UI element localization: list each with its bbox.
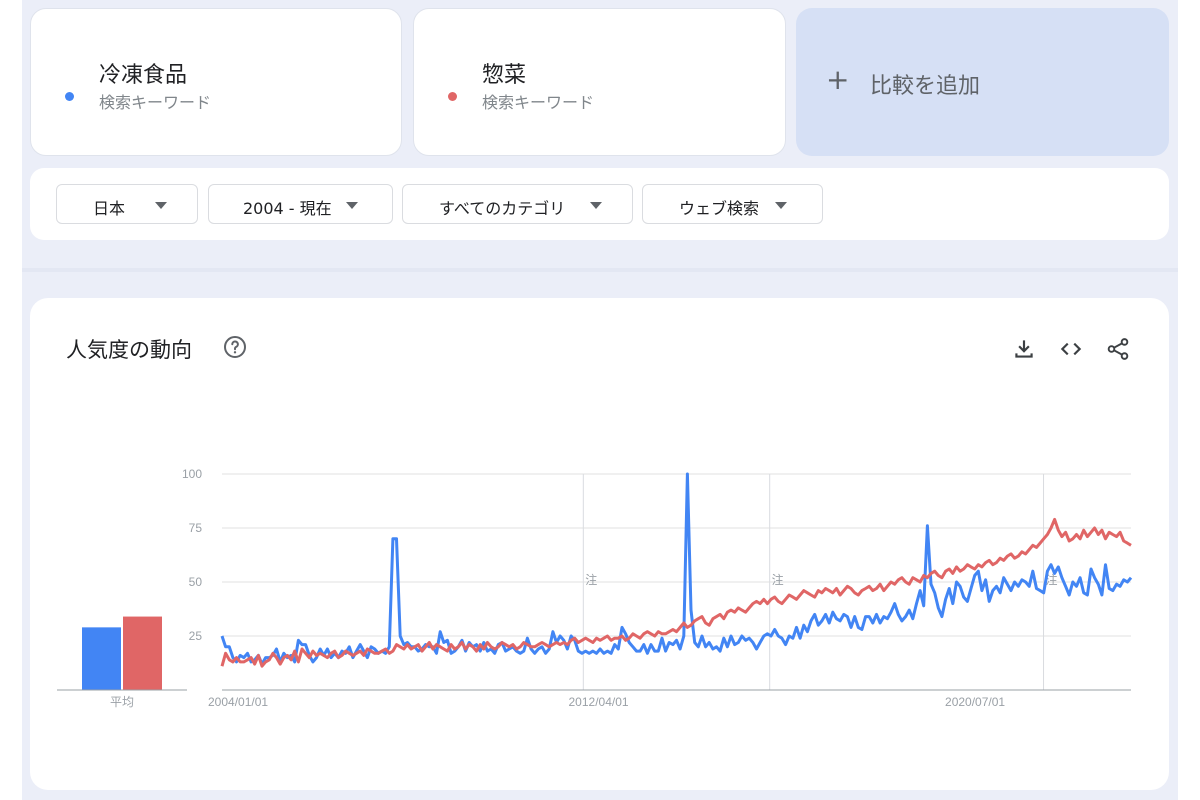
series-line-2 — [220, 517, 1132, 668]
add-compare-label: 比較を追加 — [870, 74, 981, 99]
add-compare-button[interactable]: + 比較を追加 — [796, 8, 1169, 156]
interest-over-time-panel: 人気度の動向 100 75 50 25 注 注 注 2004/01/01 2012/04/01 2… — [30, 298, 1169, 790]
category-value: すべてのカテゴリ — [439, 199, 566, 218]
x-tick-label: 2020/07/01 — [945, 695, 1005, 709]
x-tick-label: 2012/04/01 — [569, 695, 629, 709]
annotation-marker: 注 — [1046, 572, 1058, 587]
download-icon[interactable] — [1011, 336, 1037, 362]
series-color-dot-1 — [65, 92, 74, 101]
section-divider — [22, 268, 1178, 272]
average-bar-1 — [82, 627, 121, 690]
annotation-marker: 注 — [585, 572, 597, 587]
filter-bar: 日本 2004 - 現在 すべてのカテゴリ ウェブ検索 — [30, 168, 1169, 240]
period-value: 2004 - 現在 — [243, 199, 332, 218]
chevron-down-icon — [346, 202, 358, 209]
y-tick-label: 25 — [189, 629, 203, 643]
region-dropdown[interactable]: 日本 — [56, 184, 198, 224]
chevron-down-icon — [590, 202, 602, 209]
share-icon[interactable] — [1105, 336, 1131, 362]
term-type-1: 検索キーワード — [99, 93, 212, 112]
plus-icon: + — [826, 63, 850, 96]
y-tick-label: 50 — [189, 575, 203, 589]
term-type-2: 検索キーワード — [482, 93, 595, 112]
term-card-1[interactable]: 冷凍食品 検索キーワード — [30, 8, 402, 156]
x-tick-label: 2004/01/01 — [208, 695, 268, 709]
panel-title: 人気度の動向 — [66, 338, 192, 362]
embed-code-icon[interactable] — [1058, 336, 1084, 362]
search-type-value: ウェブ検索 — [679, 199, 760, 218]
annotation-marker: 注 — [772, 572, 784, 587]
help-circle-icon[interactable] — [223, 335, 247, 359]
chevron-down-icon — [155, 202, 167, 209]
average-label: 平均 — [110, 695, 134, 709]
chevron-down-icon — [775, 202, 787, 209]
term-name-2[interactable]: 惣菜 — [482, 63, 527, 88]
y-tick-label: 100 — [182, 467, 202, 481]
term-card-2[interactable]: 惣菜 検索キーワード — [413, 8, 786, 156]
term-name-1[interactable]: 冷凍食品 — [99, 63, 188, 88]
series-color-dot-2 — [448, 92, 457, 101]
y-tick-label: 75 — [189, 521, 203, 535]
average-bar-2 — [123, 616, 162, 690]
search-type-dropdown[interactable]: ウェブ検索 — [642, 184, 823, 224]
series-line-1 — [220, 472, 1133, 666]
period-dropdown[interactable]: 2004 - 現在 — [208, 184, 393, 224]
region-value: 日本 — [93, 199, 126, 218]
category-dropdown[interactable]: すべてのカテゴリ — [402, 184, 633, 224]
trend-chart: 100 75 50 25 注 注 注 2004/01/01 2012/04/01 2020/07/… — [57, 467, 1133, 709]
